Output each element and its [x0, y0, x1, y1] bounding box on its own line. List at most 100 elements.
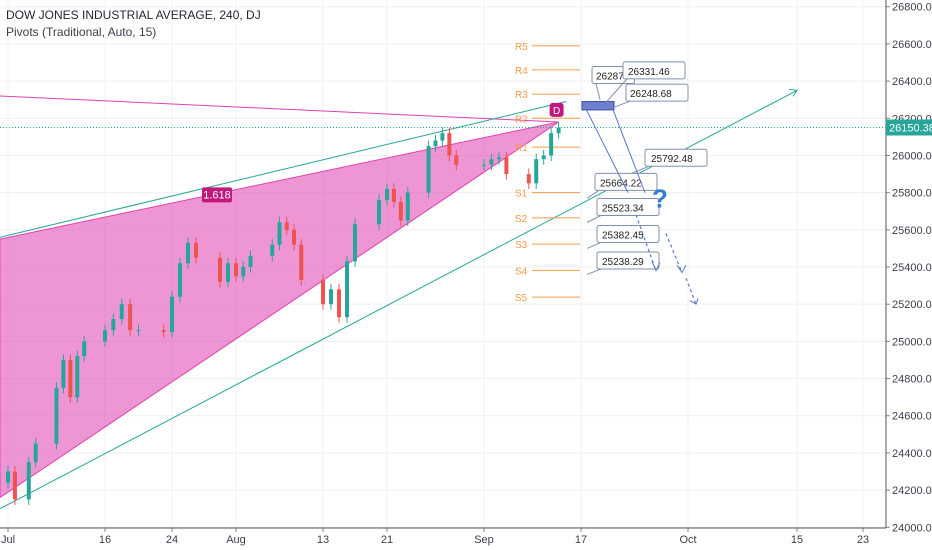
- candle-body: [385, 188, 389, 201]
- price-callout-pointer: [629, 165, 650, 175]
- price-callout-label: 25792.48: [651, 154, 693, 165]
- pattern-layer: [0, 95, 559, 499]
- chart-title: DOW JONES INDUSTRIAL AVERAGE, 240, DJ: [6, 8, 261, 22]
- candle-body: [111, 319, 116, 331]
- candle-body: [541, 155, 546, 160]
- price-callout-label: 25382.45: [602, 230, 644, 241]
- candle-body: [234, 263, 238, 277]
- candle-body: [68, 359, 73, 398]
- y-tick-label: 26800.00: [892, 2, 932, 14]
- candle-body: [433, 140, 438, 147]
- candle-body: [128, 304, 133, 331]
- projection-arrow-head: [689, 298, 699, 305]
- candle-body: [119, 304, 124, 320]
- candle-body: [12, 471, 17, 500]
- candle-body: [26, 462, 31, 500]
- y-tick-label: 26400.00: [892, 76, 932, 88]
- candle-body: [377, 200, 381, 225]
- y-tick-label: 26000.00: [892, 150, 932, 162]
- projection-line: [611, 106, 646, 193]
- candle-body: [405, 192, 410, 221]
- price-callout-box: [596, 251, 660, 270]
- current-price-label: 26150.38: [889, 122, 932, 134]
- candle-body: [6, 471, 10, 483]
- price-callout-pointer: [595, 83, 601, 100]
- pivot-label: R3: [515, 90, 528, 101]
- candle-body: [136, 330, 141, 332]
- y-tick-label: 25800.00: [892, 188, 932, 200]
- candle-body: [284, 222, 289, 230]
- candle-body: [103, 330, 107, 342]
- pivot-label: S4: [515, 266, 528, 277]
- y-tick-label: 24200.00: [892, 485, 932, 497]
- pattern-line-top: [0, 95, 559, 123]
- pivot-label: S5: [515, 293, 528, 304]
- projection-arrow-dashed: [665, 233, 683, 273]
- x-tick-label: 16: [99, 534, 111, 546]
- candle-body: [398, 201, 403, 221]
- candle-body: [454, 155, 459, 165]
- candle-body: [61, 359, 66, 388]
- channel-arrow-head: [788, 88, 798, 97]
- candle-body: [270, 244, 275, 256]
- y-tick-label: 24400.00: [892, 448, 932, 460]
- candle-body: [534, 159, 539, 184]
- candle-body: [178, 263, 182, 297]
- candle-body: [426, 146, 431, 193]
- candle-body: [82, 341, 87, 357]
- candle-body: [504, 157, 509, 175]
- price-callout-pointer: [586, 215, 602, 223]
- price-callout-pointer: [611, 100, 631, 109]
- y-tick-label: 25200.00: [892, 299, 932, 311]
- x-tick-label: 24: [166, 534, 178, 546]
- y-tick-label: 25400.00: [892, 262, 932, 274]
- candle-body: [321, 280, 325, 305]
- x-tick-label: 23: [857, 534, 869, 546]
- x-tick-label: 21: [381, 534, 393, 546]
- pivot-label: R1: [515, 143, 528, 154]
- y-tick-label: 25600.00: [892, 225, 932, 237]
- price-callout-label: 25664.22: [600, 178, 642, 189]
- fib-ratio-badge: [202, 187, 232, 203]
- projection-arrow-head: [676, 264, 687, 274]
- projection-arrow-dashed: [685, 277, 697, 305]
- candle-body: [248, 255, 253, 267]
- x-tick-label: Sep: [474, 534, 494, 546]
- candles-layer: [6, 121, 561, 505]
- question-mark: ?: [652, 184, 668, 214]
- pivot-label: R5: [515, 42, 528, 53]
- price-callout-box: [622, 61, 686, 80]
- point-d-label: D: [553, 106, 560, 117]
- candle-body: [526, 174, 531, 184]
- candle-body: [75, 356, 80, 398]
- fib-ratio-label: 1.618: [203, 189, 231, 201]
- price-callout-pointer: [586, 189, 600, 199]
- candle-body: [489, 159, 494, 165]
- candle-body: [277, 222, 282, 245]
- candle-body: [292, 229, 296, 245]
- pivot-label: R2: [515, 114, 528, 125]
- x-tick-label: 13: [317, 534, 329, 546]
- x-tick-label: 15: [791, 534, 803, 546]
- pivot-label: S2: [515, 214, 528, 225]
- projection-line: [585, 108, 629, 193]
- y-tick-label: 25000.00: [892, 336, 932, 348]
- candle-body: [218, 257, 222, 282]
- projection-arrow-head: [651, 261, 661, 272]
- candle-body: [556, 127, 561, 134]
- candle-body: [496, 157, 501, 160]
- candle-body: [170, 296, 174, 333]
- annotations-layer: 1.618 D 26287 26331.46 26248.68 25792.48 25664…: [202, 61, 708, 305]
- price-callout-label: 26287: [596, 72, 624, 83]
- wedge-pattern: [0, 121, 559, 499]
- candle-body: [337, 289, 341, 318]
- point-d-badge: [549, 102, 564, 117]
- candle-body: [226, 263, 230, 282]
- target-zone-box: [581, 101, 615, 111]
- price-callout-pointer: [586, 242, 602, 249]
- price-callout-box: [596, 198, 660, 217]
- pivot-label: S3: [515, 240, 528, 251]
